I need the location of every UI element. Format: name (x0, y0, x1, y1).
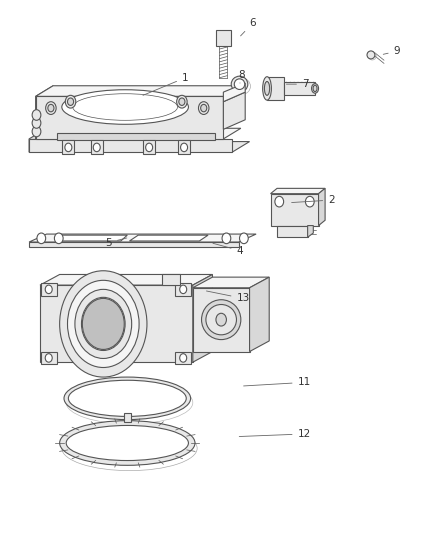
Circle shape (216, 313, 226, 326)
Circle shape (60, 271, 147, 377)
Ellipse shape (206, 304, 237, 335)
Polygon shape (41, 352, 57, 365)
Circle shape (146, 143, 152, 152)
Polygon shape (55, 235, 127, 241)
Circle shape (82, 298, 124, 350)
Ellipse shape (231, 76, 248, 92)
Circle shape (45, 354, 52, 362)
Polygon shape (223, 92, 245, 130)
Polygon shape (40, 285, 193, 362)
Text: 4: 4 (213, 243, 243, 255)
Circle shape (201, 104, 207, 112)
Polygon shape (35, 86, 241, 96)
Polygon shape (267, 77, 285, 100)
Polygon shape (35, 86, 53, 139)
Polygon shape (40, 274, 212, 285)
Polygon shape (193, 274, 212, 362)
Circle shape (177, 95, 187, 108)
Polygon shape (29, 128, 46, 152)
Polygon shape (35, 128, 241, 139)
Polygon shape (277, 225, 307, 237)
Ellipse shape (263, 77, 272, 100)
Polygon shape (215, 30, 231, 46)
Ellipse shape (60, 421, 195, 465)
Polygon shape (130, 235, 208, 241)
Circle shape (180, 285, 187, 294)
Text: 5: 5 (106, 238, 127, 247)
Text: 7: 7 (286, 79, 309, 89)
Circle shape (32, 110, 41, 120)
Polygon shape (271, 193, 318, 225)
Text: 12: 12 (239, 429, 311, 439)
Polygon shape (193, 277, 269, 288)
Circle shape (37, 233, 46, 244)
Polygon shape (29, 242, 239, 247)
Polygon shape (35, 96, 223, 139)
Polygon shape (41, 283, 57, 296)
Ellipse shape (64, 377, 191, 419)
Text: 9: 9 (383, 46, 400, 56)
Polygon shape (162, 274, 180, 285)
Text: 13: 13 (206, 291, 250, 303)
Polygon shape (57, 133, 215, 140)
Polygon shape (29, 142, 250, 152)
Circle shape (198, 102, 209, 115)
Ellipse shape (201, 300, 241, 340)
Circle shape (65, 143, 72, 152)
Polygon shape (175, 283, 191, 296)
Ellipse shape (234, 79, 245, 90)
Circle shape (32, 118, 41, 128)
Circle shape (93, 143, 100, 152)
Polygon shape (193, 288, 250, 352)
Circle shape (32, 126, 41, 137)
Circle shape (67, 98, 74, 106)
Circle shape (180, 354, 187, 362)
Circle shape (67, 280, 139, 368)
Circle shape (48, 104, 54, 112)
Ellipse shape (265, 82, 270, 95)
Polygon shape (143, 140, 155, 154)
Polygon shape (178, 140, 190, 154)
Polygon shape (307, 225, 313, 237)
Polygon shape (271, 188, 325, 193)
Circle shape (81, 297, 125, 351)
Circle shape (75, 289, 132, 359)
Ellipse shape (68, 380, 186, 416)
Polygon shape (124, 413, 131, 422)
Ellipse shape (367, 51, 375, 59)
Ellipse shape (66, 425, 188, 461)
Polygon shape (29, 234, 256, 242)
Circle shape (45, 285, 52, 294)
Text: 11: 11 (244, 377, 311, 387)
Circle shape (54, 233, 63, 244)
Polygon shape (91, 140, 103, 154)
Ellipse shape (311, 84, 318, 93)
Text: 2: 2 (292, 195, 335, 205)
Polygon shape (175, 352, 191, 365)
Text: 1: 1 (143, 73, 188, 95)
Text: 8: 8 (239, 70, 245, 83)
Circle shape (179, 98, 185, 106)
Text: 6: 6 (240, 18, 256, 36)
Polygon shape (250, 277, 269, 352)
Circle shape (65, 95, 76, 108)
Circle shape (222, 233, 231, 244)
Circle shape (180, 143, 187, 152)
Polygon shape (318, 188, 325, 225)
Polygon shape (62, 140, 74, 154)
Ellipse shape (62, 90, 188, 124)
Ellipse shape (313, 85, 317, 92)
Circle shape (240, 233, 248, 244)
Polygon shape (29, 139, 232, 152)
Circle shape (46, 102, 56, 115)
Circle shape (305, 196, 314, 207)
Polygon shape (223, 83, 245, 102)
Circle shape (275, 196, 284, 207)
Polygon shape (285, 82, 315, 95)
